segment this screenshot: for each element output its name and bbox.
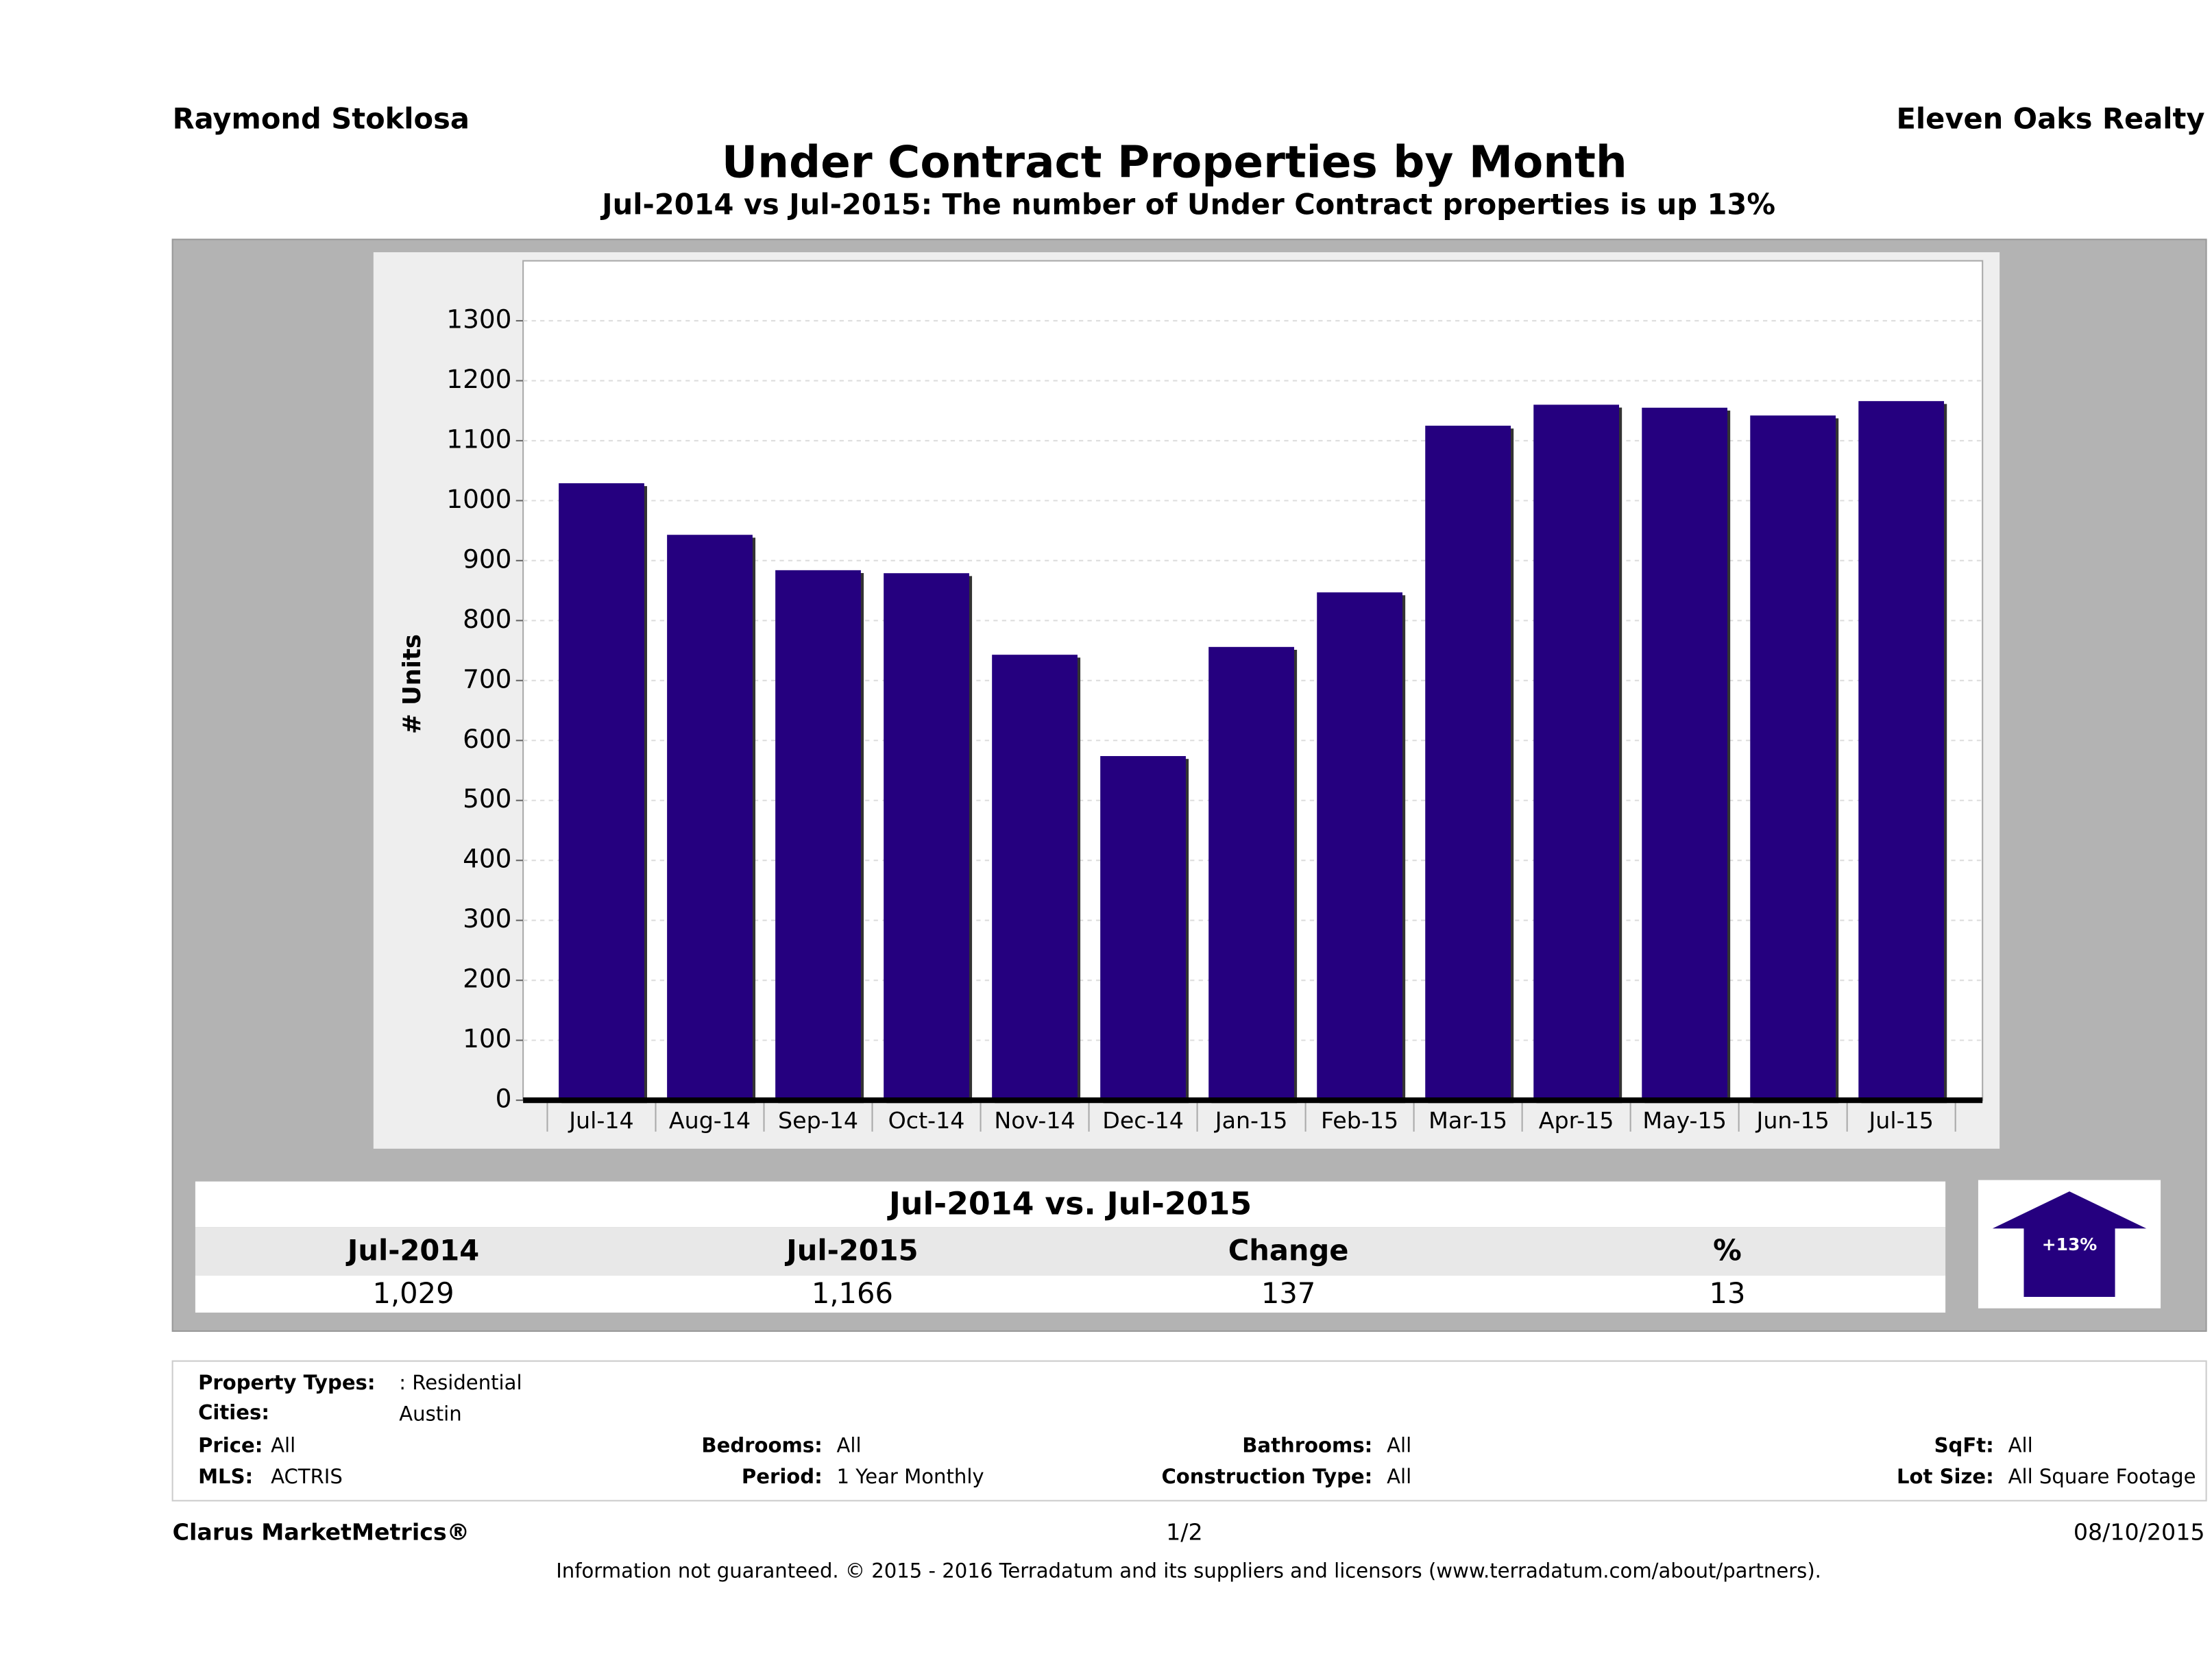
y-tick-label: 0 bbox=[496, 1084, 512, 1114]
y-tick-label: 1100 bbox=[446, 424, 511, 454]
bar bbox=[1100, 756, 1186, 1101]
detail-label: Period: bbox=[742, 1465, 823, 1488]
detail-value: ACTRIS bbox=[271, 1465, 343, 1488]
company-name: Eleven Oaks Realty bbox=[1897, 102, 2205, 136]
x-tick-label: Oct-14 bbox=[888, 1107, 965, 1134]
y-tick-label: 1300 bbox=[446, 304, 511, 334]
report-date: 08/10/2015 bbox=[2074, 1519, 2205, 1546]
bar bbox=[1317, 592, 1402, 1101]
x-tick-label: Jan-15 bbox=[1214, 1107, 1288, 1134]
bar bbox=[1858, 401, 1945, 1101]
bar bbox=[667, 535, 753, 1101]
summary-title-row bbox=[195, 1181, 1946, 1228]
detail-value: All bbox=[1387, 1465, 1411, 1488]
y-tick-label: 1200 bbox=[446, 364, 511, 394]
summary-value: 137 bbox=[1261, 1276, 1315, 1310]
detail-label: SqFt: bbox=[1934, 1433, 1994, 1457]
y-tick-label: 600 bbox=[463, 724, 511, 754]
bar bbox=[775, 570, 861, 1101]
details: Property Types: : Residential Cities: Au… bbox=[198, 1371, 2196, 1488]
x-tick-label: Sep-14 bbox=[778, 1107, 858, 1134]
summary-header: Jul-2015 bbox=[784, 1234, 918, 1267]
y-tick-label: 100 bbox=[463, 1023, 511, 1054]
x-tick-label: Apr-15 bbox=[1539, 1107, 1614, 1134]
detail-label: Lot Size: bbox=[1897, 1465, 1994, 1488]
detail-label: Property Types: bbox=[198, 1371, 375, 1394]
detail-value: All bbox=[271, 1433, 295, 1457]
detail-value: 1 Year Monthly bbox=[837, 1465, 984, 1488]
bar bbox=[884, 573, 969, 1101]
x-tick-label: Aug-14 bbox=[669, 1107, 751, 1134]
y-tick-label: 300 bbox=[463, 903, 511, 934]
detail-label: Cities: bbox=[198, 1401, 269, 1424]
x-tick-label: Dec-14 bbox=[1102, 1107, 1184, 1134]
summary-value-row bbox=[195, 1275, 1946, 1313]
bar bbox=[992, 655, 1078, 1101]
summary-value: 1,166 bbox=[812, 1276, 893, 1310]
brand: Clarus MarketMetrics® bbox=[173, 1519, 470, 1546]
y-tick-label: 700 bbox=[463, 664, 511, 694]
detail-value: All Square Footage bbox=[2008, 1465, 2196, 1488]
details-box bbox=[171, 1360, 2207, 1502]
summary-table: Jul-2014 1,029 Jul-2015 1,166 Change 137% 13 bbox=[345, 1234, 1746, 1310]
summary-value: 13 bbox=[1710, 1276, 1746, 1310]
agent-name: Raymond Stoklosa bbox=[173, 102, 470, 136]
bar bbox=[1642, 407, 1728, 1101]
chart: 0 100 200 300 400 500 600 700 800 900 1000 1100 1200… bbox=[446, 304, 1983, 1134]
detail-value: All bbox=[2008, 1433, 2033, 1457]
y-tick-label: 800 bbox=[463, 604, 511, 634]
y-tick-label: 400 bbox=[463, 844, 511, 874]
detail-value: All bbox=[837, 1433, 862, 1457]
disclaimer: Information not guaranteed. © 2015 - 201… bbox=[556, 1559, 1821, 1582]
detail-value: Austin bbox=[399, 1402, 461, 1426]
badge-text: +13% bbox=[2042, 1235, 2098, 1254]
y-tick-label: 200 bbox=[463, 964, 511, 994]
page-number: 1/2 bbox=[1166, 1519, 1203, 1546]
y-tick-label: 500 bbox=[463, 783, 511, 814]
detail-value: : Residential bbox=[399, 1371, 522, 1394]
x-tick-label: Feb-15 bbox=[1321, 1107, 1398, 1134]
x-tick-label: Jul-15 bbox=[1867, 1107, 1933, 1134]
bar bbox=[1750, 415, 1836, 1101]
bar bbox=[559, 483, 644, 1101]
detail-label: Bathrooms: bbox=[1242, 1433, 1372, 1457]
x-tick-label: Nov-14 bbox=[994, 1107, 1075, 1134]
detail-label: Bedrooms: bbox=[701, 1433, 822, 1457]
bar bbox=[1425, 426, 1511, 1101]
chart-subtitle: Jul-2014 vs Jul-2015: The number of Unde… bbox=[600, 187, 1775, 221]
y-tick-label: 900 bbox=[463, 544, 511, 574]
summary-header-row bbox=[195, 1227, 1946, 1276]
bar bbox=[1208, 646, 1294, 1101]
detail-label: Construction Type: bbox=[1161, 1465, 1372, 1488]
detail-label: MLS: bbox=[198, 1465, 253, 1488]
summary-header: Jul-2014 bbox=[345, 1234, 479, 1267]
summary-title: Jul-2014 vs. Jul-2015 bbox=[887, 1185, 1252, 1221]
bar bbox=[1533, 404, 1619, 1101]
x-tick-label: Jun-15 bbox=[1755, 1107, 1830, 1134]
x-tick-label: Jul-14 bbox=[568, 1107, 633, 1134]
chart-title: Under Contract Properties by Month bbox=[722, 137, 1627, 189]
x-tick-label: Mar-15 bbox=[1429, 1107, 1507, 1134]
y-axis-label: # Units bbox=[398, 634, 426, 734]
detail-label: Price: bbox=[198, 1433, 263, 1457]
summary-value: 1,029 bbox=[373, 1276, 454, 1310]
detail-value: All bbox=[1387, 1433, 1411, 1457]
summary-header: % bbox=[1713, 1234, 1742, 1267]
x-tick-label: May-15 bbox=[1642, 1107, 1726, 1134]
y-tick-label: 1000 bbox=[446, 484, 511, 514]
up-arrow bbox=[1992, 1191, 2147, 1298]
summary-header: Change bbox=[1228, 1234, 1349, 1267]
